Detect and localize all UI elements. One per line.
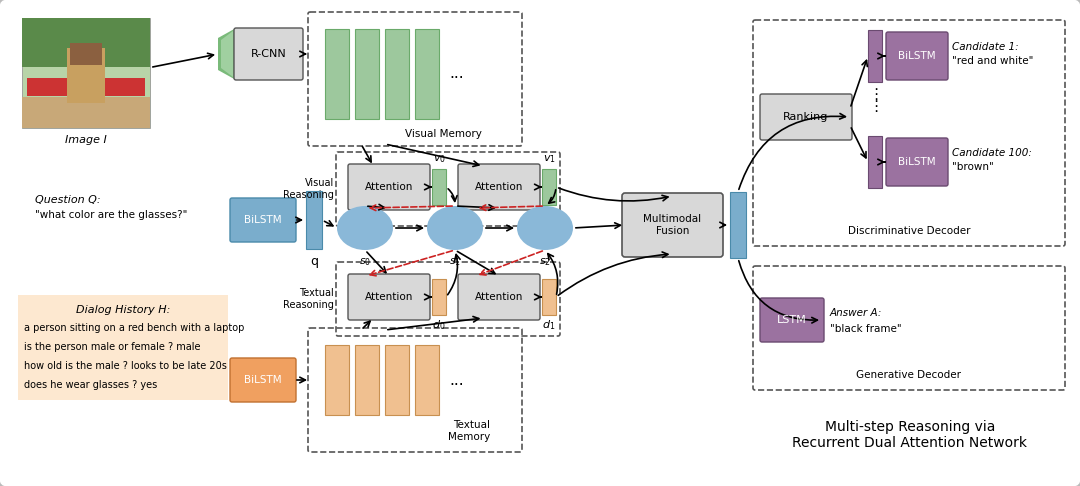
Bar [432,169,446,205]
Bar [542,169,556,205]
Bar [306,191,322,249]
FancyBboxPatch shape [230,358,296,402]
Text: Question Q:: Question Q: [35,195,100,205]
Text: does he wear glasses ? yes: does he wear glasses ? yes [24,380,158,390]
FancyBboxPatch shape [458,274,540,320]
FancyBboxPatch shape [886,138,948,186]
Text: Candidate 1:: Candidate 1: [951,42,1018,52]
Bar [325,29,349,119]
Text: Image I: Image I [65,135,107,145]
Ellipse shape [517,206,573,250]
Text: "red and white": "red and white" [951,56,1034,66]
Text: Multi-step Reasoning via
Recurrent Dual Attention Network: Multi-step Reasoning via Recurrent Dual … [793,420,1027,450]
Bar [432,279,446,315]
Text: $s_0$: $s_0$ [359,256,372,268]
Bar [868,30,882,82]
Text: a person sitting on a red bench with a laptop: a person sitting on a red bench with a l… [24,323,244,333]
Bar [355,29,379,119]
Bar [27,79,145,97]
Polygon shape [218,28,237,80]
Bar [22,18,150,128]
Text: Attention: Attention [365,182,414,192]
Text: Textual
Memory: Textual Memory [448,420,490,442]
Text: ...: ... [449,67,464,82]
Text: $d_0$: $d_0$ [432,318,446,332]
Text: ⋮: ⋮ [868,87,883,102]
Text: Visual Memory: Visual Memory [405,129,482,139]
Text: q: q [310,255,318,267]
Text: ⋮: ⋮ [868,99,883,114]
Bar [22,97,150,128]
Bar [415,29,438,119]
Text: ...: ... [449,373,464,388]
Text: Ranking: Ranking [783,112,828,122]
Bar [730,192,746,258]
Text: R-CNN: R-CNN [251,49,286,59]
Text: Candidate 100:: Candidate 100: [951,148,1031,158]
Ellipse shape [337,206,393,250]
Text: BiLSTM: BiLSTM [899,51,935,61]
Bar [67,48,105,103]
FancyBboxPatch shape [760,94,852,140]
Text: "brown": "brown" [951,162,994,172]
Bar [18,295,228,400]
Bar [70,43,102,65]
Text: Answer A:: Answer A: [831,308,882,318]
Bar [415,345,438,415]
Text: Discriminative Decoder: Discriminative Decoder [848,226,970,236]
Text: Attention: Attention [475,182,523,192]
FancyBboxPatch shape [458,164,540,210]
Text: "what color are the glasses?": "what color are the glasses?" [35,210,187,220]
Text: Attention: Attention [365,292,414,302]
Text: BiLSTM: BiLSTM [244,375,282,385]
Text: Generative Decoder: Generative Decoder [856,370,961,380]
Bar [384,345,409,415]
FancyBboxPatch shape [348,274,430,320]
Bar [868,136,882,188]
Text: Attention: Attention [475,292,523,302]
Text: LSTM: LSTM [778,315,807,325]
Text: how old is the male ? looks to be late 20s: how old is the male ? looks to be late 2… [24,361,227,371]
Text: is the person male or female ? male: is the person male or female ? male [24,342,201,352]
Bar [355,345,379,415]
Text: $s_2$: $s_2$ [539,256,551,268]
Text: "black frame": "black frame" [831,324,902,334]
FancyBboxPatch shape [230,198,296,242]
Text: Multimodal
Fusion: Multimodal Fusion [644,214,702,236]
Bar [325,345,349,415]
Text: $v_1$: $v_1$ [542,153,555,165]
Ellipse shape [427,206,483,250]
Text: Dialog History H:: Dialog History H: [76,305,171,315]
Text: BiLSTM: BiLSTM [899,157,935,167]
Bar [384,29,409,119]
Polygon shape [221,31,233,77]
Text: $s_1$: $s_1$ [449,256,461,268]
FancyBboxPatch shape [622,193,723,257]
Text: Visual
Reasoning: Visual Reasoning [283,178,334,200]
FancyBboxPatch shape [348,164,430,210]
Bar [542,279,556,315]
Text: BiLSTM: BiLSTM [244,215,282,225]
FancyBboxPatch shape [234,28,303,80]
Text: $d_1$: $d_1$ [542,318,555,332]
FancyBboxPatch shape [886,32,948,80]
Bar [22,18,150,68]
FancyBboxPatch shape [760,298,824,342]
Text: $v_0$: $v_0$ [432,153,445,165]
Text: Textual
Reasoning: Textual Reasoning [283,288,334,310]
